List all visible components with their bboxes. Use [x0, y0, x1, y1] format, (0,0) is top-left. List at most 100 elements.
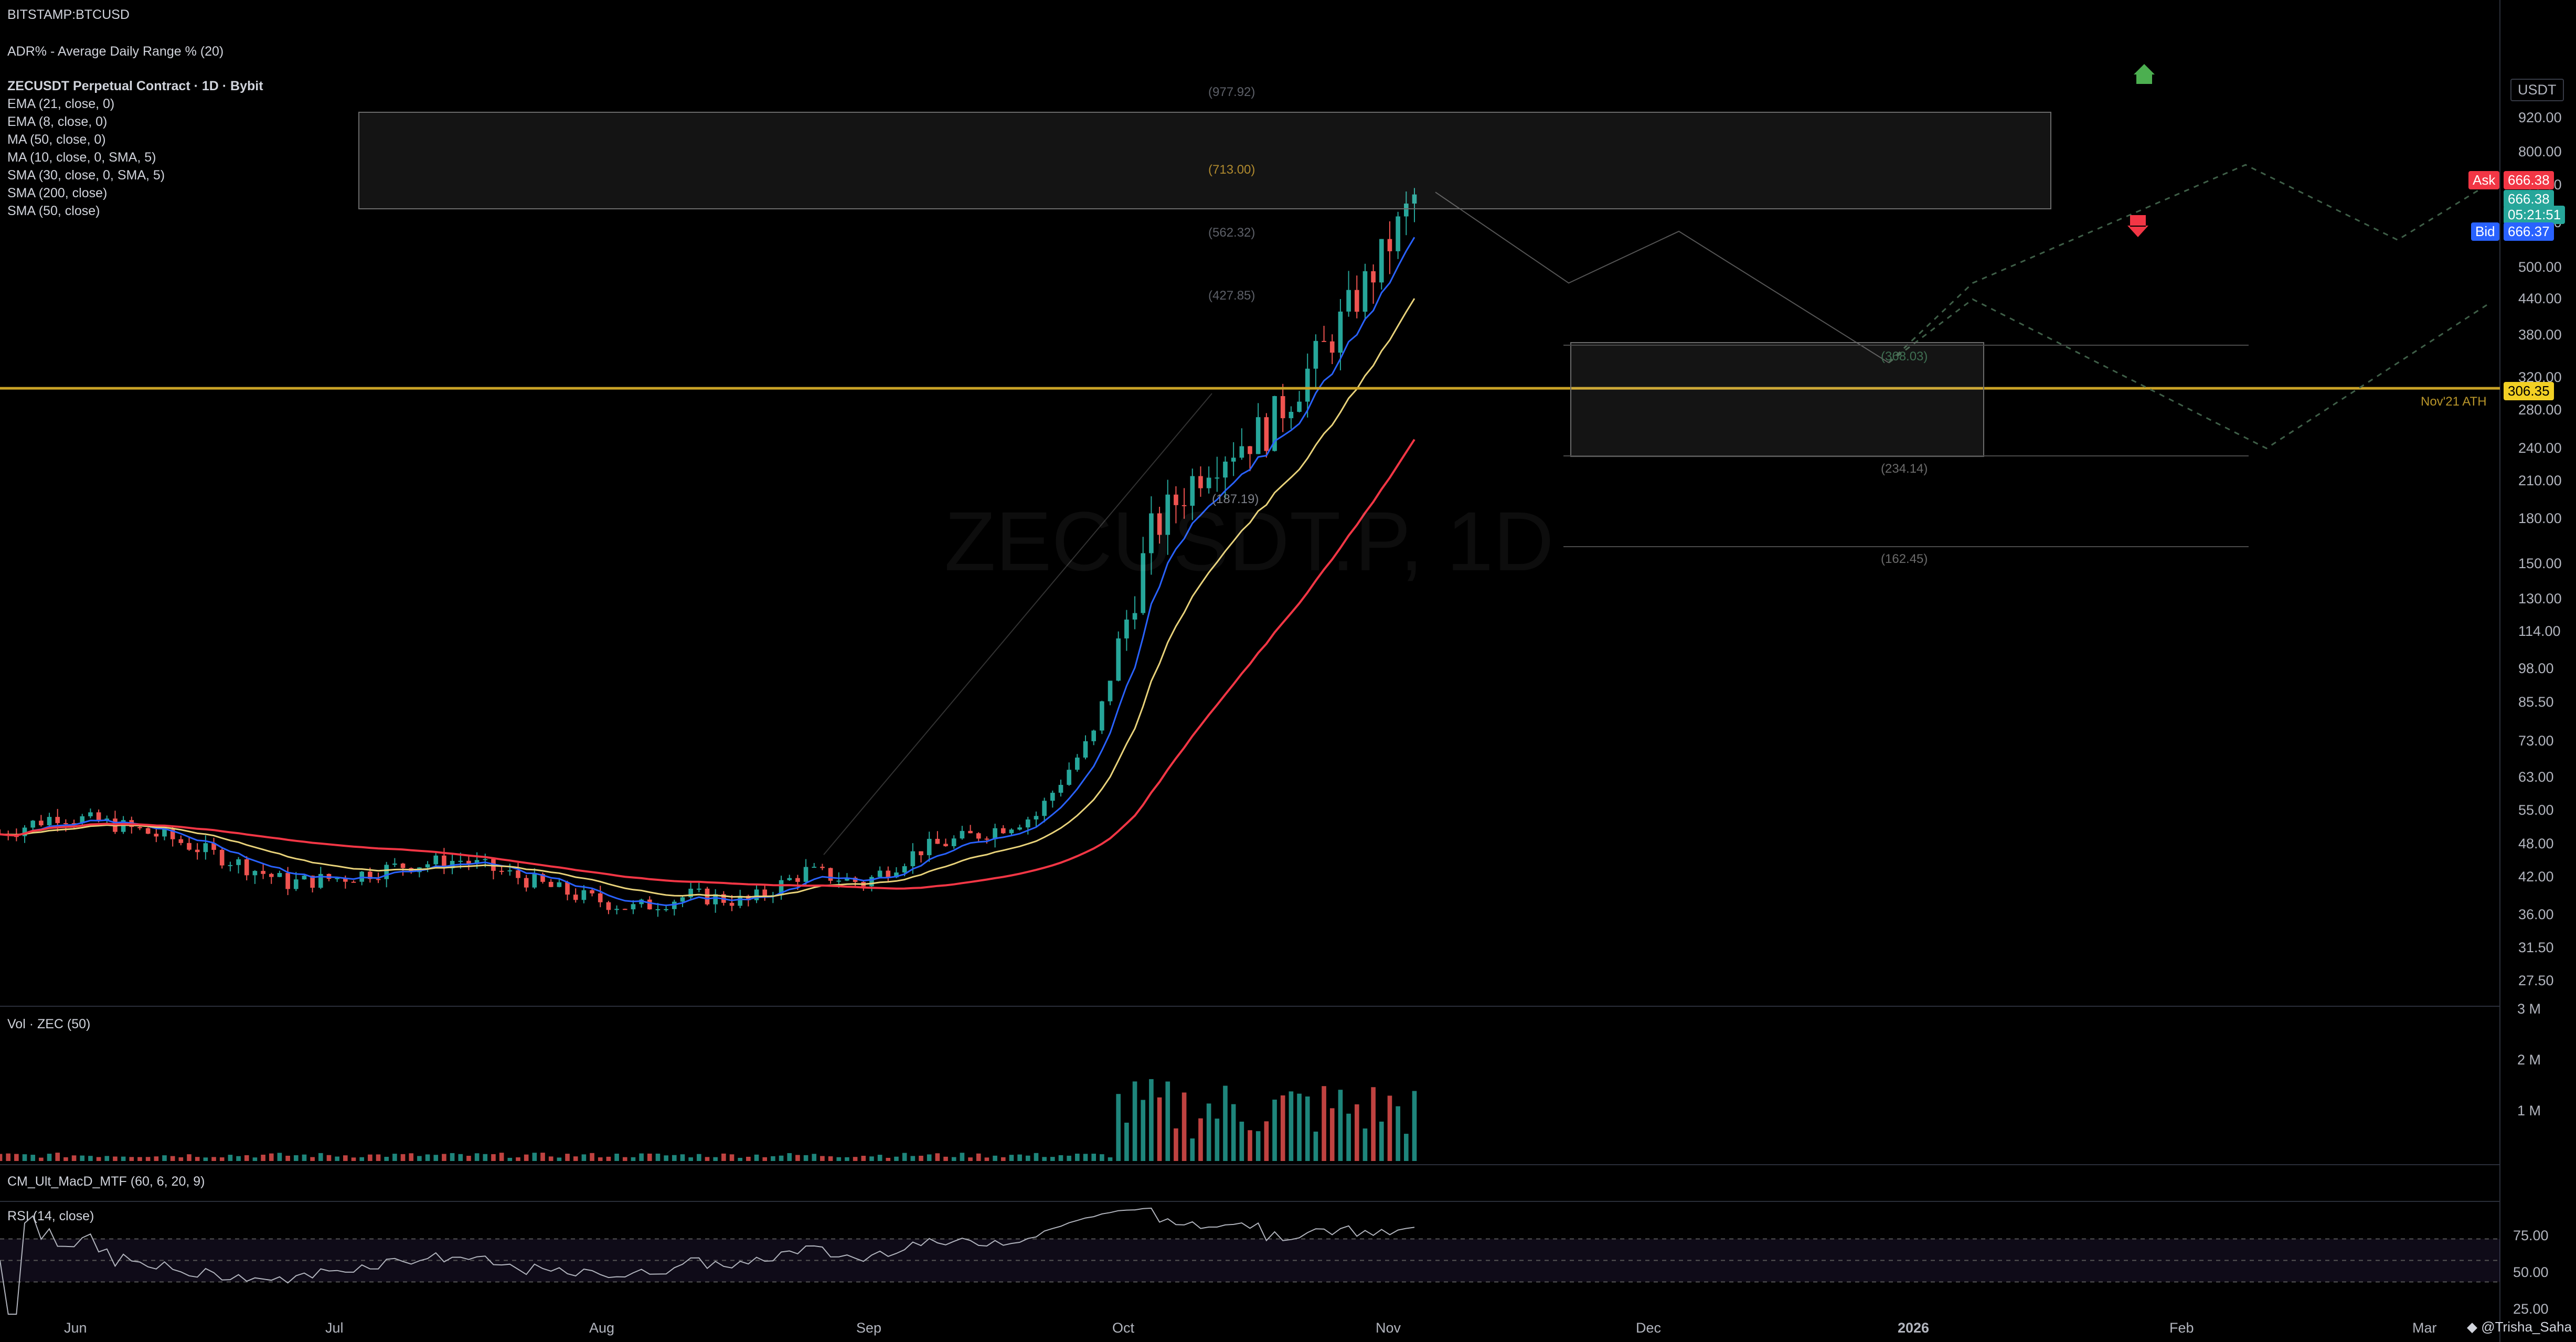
- volume-bar: [1264, 1121, 1269, 1161]
- legend-item[interactable]: SMA (50, close): [7, 204, 100, 218]
- legend-item[interactable]: EMA (21, close, 0): [7, 97, 115, 111]
- candle-body: [1329, 341, 1335, 353]
- volume-bar: [6, 1153, 10, 1161]
- volume-bar: [1239, 1121, 1244, 1161]
- legend-item[interactable]: SMA (200, close): [7, 186, 108, 200]
- volume-bar: [1050, 1157, 1055, 1161]
- candle-body: [392, 864, 397, 865]
- target-line-162[interactable]: [1563, 546, 2249, 547]
- macd-pane-label[interactable]: CM_Ult_MacD_MTF (60, 6, 20, 9): [7, 1174, 205, 1189]
- candle-body: [729, 902, 735, 906]
- volume-bar: [1190, 1138, 1195, 1161]
- volume-bar: [1289, 1091, 1294, 1161]
- candle-body: [1206, 477, 1211, 488]
- candle-body: [1297, 401, 1302, 412]
- volume-bar: [1215, 1119, 1220, 1161]
- volume-bar: [104, 1156, 110, 1161]
- author-credit[interactable]: ◆ @Trisha_Saha: [2467, 1319, 2572, 1335]
- fib-label: (427.85): [1208, 289, 1255, 303]
- adr-indicator-label[interactable]: ADR% - Average Daily Range % (20): [7, 44, 224, 59]
- candle-body: [812, 867, 817, 868]
- volume-bar: [1346, 1113, 1351, 1161]
- volume-bar: [228, 1155, 233, 1161]
- candle-body: [318, 874, 323, 888]
- volume-bar: [1181, 1092, 1187, 1161]
- candle-body: [1034, 816, 1039, 819]
- price-axis-tick: 31.50: [2518, 939, 2554, 955]
- volume-bar: [310, 1157, 315, 1161]
- volume-bar: [705, 1157, 710, 1161]
- volume-bar: [713, 1157, 718, 1161]
- volume-bar: [590, 1153, 594, 1161]
- time-axis-tick: Dec: [1636, 1320, 1662, 1336]
- target-line-368[interactable]: [1563, 345, 2249, 346]
- volume-bar: [1305, 1096, 1310, 1161]
- price-axis-tick: 800.00: [2518, 144, 2562, 160]
- rsi-pane-label[interactable]: RSI (14, close): [7, 1209, 94, 1223]
- legend-item[interactable]: SMA (30, close, 0, SMA, 5): [7, 168, 165, 183]
- candle-body: [261, 871, 265, 874]
- candle-body: [236, 859, 241, 865]
- time-axis-tick: Nov: [1376, 1320, 1401, 1336]
- candle-body: [368, 871, 372, 879]
- ema-21-line: [0, 298, 1415, 898]
- volume-bar: [425, 1154, 430, 1161]
- target-line-234[interactable]: [1563, 455, 2249, 456]
- target-zone-box[interactable]: [1570, 342, 1984, 457]
- candle-body: [1289, 411, 1294, 419]
- candle-body: [1075, 758, 1080, 770]
- symbol-watermark: ZECUSDT.P, 1D: [944, 494, 1554, 588]
- candle-body: [269, 874, 274, 877]
- volume-axis-tick: 3 M: [2517, 1001, 2541, 1017]
- volume-bar: [639, 1153, 644, 1161]
- candle-body: [293, 879, 299, 889]
- candle-body: [540, 874, 545, 882]
- volume-bar: [1149, 1079, 1154, 1161]
- price-axis-tick: 63.00: [2518, 769, 2554, 785]
- volume-bar: [622, 1157, 627, 1161]
- volume-bar: [524, 1154, 529, 1161]
- volume-bar: [1067, 1155, 1071, 1161]
- volume-bar: [318, 1153, 323, 1161]
- candle-body: [252, 871, 258, 876]
- price-axis-tick: 36.00: [2518, 907, 2554, 923]
- time-axis-tick: 2026: [1898, 1320, 1930, 1336]
- ema-8-line: [0, 237, 1415, 907]
- volume-bar: [30, 1155, 36, 1161]
- candle-body: [121, 820, 126, 832]
- volume-bar: [302, 1154, 307, 1161]
- legend-title[interactable]: ZECUSDT Perpetual Contract · 1D · Bybit: [7, 79, 263, 93]
- volume-bar: [1124, 1122, 1129, 1161]
- candle-body: [606, 902, 611, 910]
- volume-bar: [1058, 1155, 1063, 1161]
- volume-pane-label[interactable]: Vol · ZEC (50): [7, 1017, 91, 1031]
- candle-body: [458, 860, 463, 862]
- candle-body: [178, 839, 184, 843]
- candle-body: [1223, 461, 1228, 478]
- volume-bar: [244, 1155, 249, 1161]
- volume-bar: [39, 1157, 44, 1161]
- candle-body: [474, 860, 480, 864]
- volume-bar: [573, 1156, 578, 1161]
- candle-body: [1198, 476, 1203, 488]
- resistance-zone-box[interactable]: [358, 112, 2051, 209]
- legend-item[interactable]: EMA (8, close, 0): [7, 114, 108, 129]
- legend-item[interactable]: MA (10, close, 0, SMA, 5): [7, 150, 156, 165]
- volume-bar: [787, 1153, 792, 1161]
- volume-bar: [1248, 1130, 1252, 1161]
- symbol-line[interactable]: BITSTAMP:BTCUSD: [7, 7, 130, 22]
- candle-body: [1083, 741, 1088, 758]
- volume-bar: [351, 1157, 356, 1161]
- up-arrow-icon: [2134, 64, 2155, 84]
- candle-body: [984, 838, 989, 840]
- volume-bar: [976, 1153, 981, 1161]
- price-axis-tick: 280.00: [2518, 402, 2562, 418]
- volume-bar: [376, 1154, 381, 1161]
- candle-body: [705, 888, 710, 904]
- currency-selector[interactable]: USDT: [2510, 79, 2564, 101]
- volume-bar: [697, 1154, 701, 1161]
- sma-50-line: [0, 439, 1415, 890]
- candle-body: [557, 882, 562, 887]
- legend-item[interactable]: MA (50, close, 0): [7, 132, 106, 147]
